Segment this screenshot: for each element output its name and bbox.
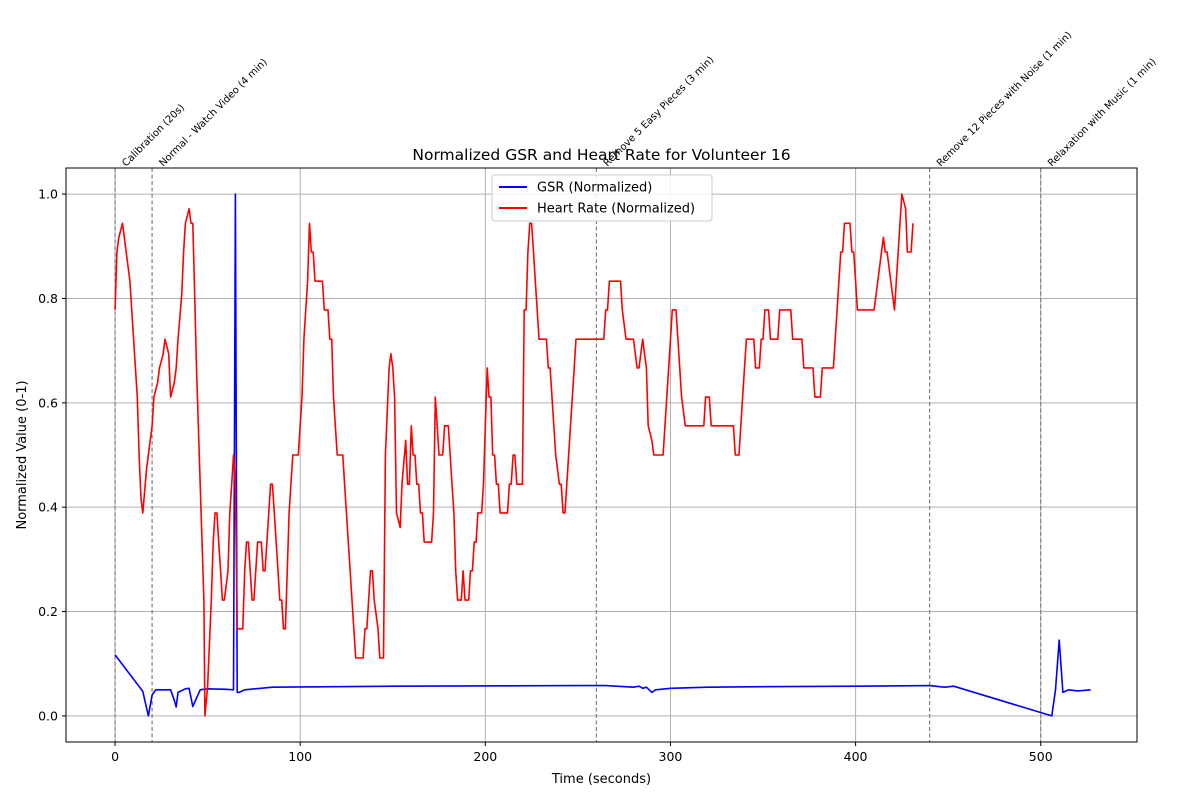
x-tick-label: 300	[659, 749, 683, 764]
y-tick-label: 0.8	[38, 291, 58, 306]
grid-lines	[66, 168, 1137, 742]
y-tick-label: 0.4	[38, 500, 58, 515]
legend: GSR (Normalized) Heart Rate (Normalized)	[491, 174, 713, 222]
chart-title: Normalized GSR and Heart Rate for Volunt…	[412, 146, 790, 164]
x-axis-ticks: 0 100 200 300 400 500	[111, 742, 1053, 764]
x-axis-label: Time (seconds)	[551, 772, 651, 787]
y-axis-ticks: 0.0 0.2 0.4 0.6 0.8 1.0	[38, 187, 66, 723]
x-tick-label: 100	[288, 749, 312, 764]
phase-label: Relaxation with Music (1 min)	[1046, 57, 1159, 170]
x-tick-label: 200	[473, 749, 497, 764]
y-axis-label: Normalized Value (0-1)	[15, 380, 30, 529]
x-tick-label: 0	[111, 749, 119, 764]
y-tick-label: 0.2	[38, 604, 58, 619]
phase-label: Remove 12 Pieces with Noise (1 min)	[935, 30, 1074, 169]
series-line-heart-rate	[114, 193, 914, 717]
series-line-gsr	[114, 193, 1091, 717]
plot-frame	[65, 167, 1138, 743]
legend-label-gsr: GSR (Normalized)	[537, 181, 652, 196]
x-tick-label: 400	[844, 749, 868, 764]
legend-box	[491, 174, 713, 222]
y-tick-label: 0.6	[38, 395, 58, 410]
x-tick-label: 500	[1029, 749, 1053, 764]
legend-label-heart-rate: Heart Rate (Normalized)	[537, 202, 695, 217]
phase-markers: Calibration (20s)Normal - Watch Video (4…	[114, 30, 1159, 742]
y-tick-label: 1.0	[38, 187, 58, 202]
phase-label: Calibration (20s)	[120, 102, 187, 169]
series-lines	[114, 193, 1091, 717]
y-tick-label: 0.0	[38, 708, 58, 723]
